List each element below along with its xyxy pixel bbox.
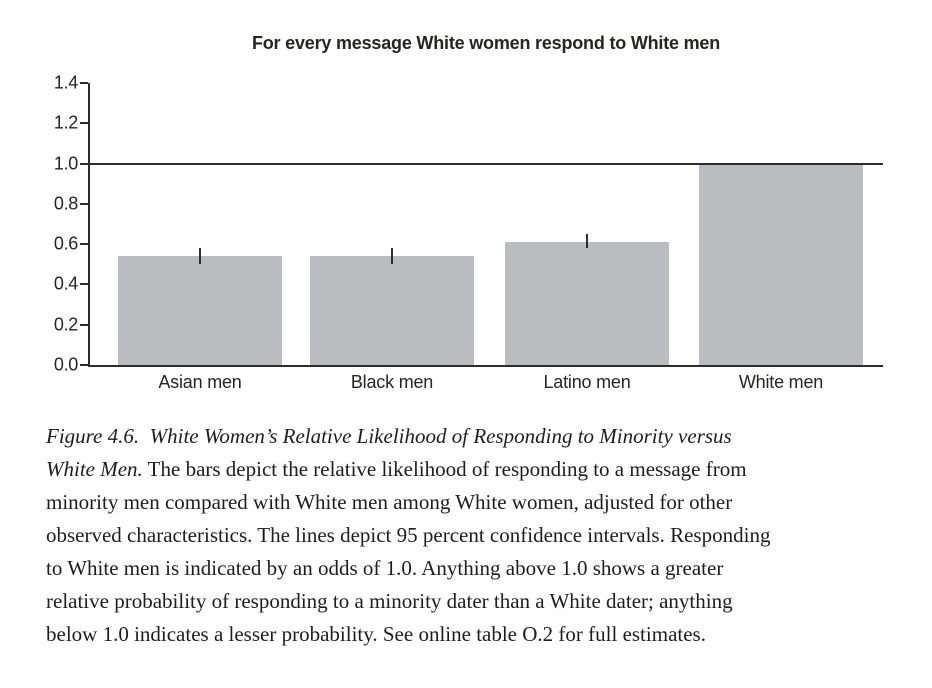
- chart-title: For every message White women respond to…: [251, 33, 721, 53]
- y-tick-mark: [80, 163, 88, 165]
- error-bar-latino-men: [586, 234, 588, 248]
- x-axis-line: [88, 365, 883, 367]
- figure-caption: Figure 4.6. White Women’s Relative Likel…: [46, 420, 906, 651]
- caption-text: below 1.0 indicates a lesser probability…: [46, 622, 706, 646]
- error-bar-black-men: [391, 248, 393, 264]
- error-bar-asian-men: [199, 248, 201, 264]
- caption-text: to White men is indicated by an odds of …: [46, 556, 724, 580]
- caption-text: relative probability of responding to a …: [46, 589, 733, 613]
- y-tick-mark: [80, 122, 88, 124]
- caption-line: White Men. The bars depict the relative …: [46, 453, 906, 486]
- y-tick-label: 1.2: [53, 112, 78, 133]
- caption-line: Figure 4.6. White Women’s Relative Likel…: [46, 420, 906, 453]
- bar-black-men: [310, 256, 474, 365]
- y-tick-mark: [80, 283, 88, 285]
- y-tick-label: 0.8: [53, 193, 78, 214]
- y-tick-label: 1.0: [53, 153, 78, 174]
- y-tick-label: 0.0: [53, 354, 78, 375]
- bar-chart-plot-area: Asian men Black men Latino men White men: [80, 82, 883, 392]
- caption-text: observed characteristics. The lines depi…: [46, 523, 771, 547]
- y-tick-label: 0.4: [53, 273, 78, 294]
- y-tick-mark: [80, 203, 88, 205]
- x-tick-label-white-men: White men: [738, 372, 824, 392]
- y-axis-tick-labels: 0.0 0.2 0.4 0.6 0.8 1.0 1.2 1.4: [20, 73, 78, 375]
- y-tick-label: 1.4: [53, 72, 78, 93]
- bar-asian-men: [118, 256, 282, 365]
- bar-white-men: [699, 164, 863, 365]
- y-tick-mark: [80, 243, 88, 245]
- caption-text: The bars depict the relative likelihood …: [142, 457, 747, 481]
- y-tick-mark: [80, 324, 88, 326]
- caption-line: relative probability of responding to a …: [46, 585, 906, 618]
- caption-text: minority men compared with White men amo…: [46, 490, 733, 514]
- y-axis-line: [88, 83, 90, 367]
- bar-latino-men: [505, 242, 669, 365]
- y-tick-label: 0.2: [53, 314, 78, 335]
- caption-line: below 1.0 indicates a lesser probability…: [46, 618, 906, 651]
- y-tick-mark: [80, 82, 88, 84]
- x-tick-label-asian-men: Asian men: [158, 372, 242, 392]
- x-tick-label-latino-men: Latino men: [543, 372, 631, 392]
- caption-italic-text: Figure 4.6. White Women’s Relative Likel…: [46, 424, 732, 448]
- caption-line: observed characteristics. The lines depi…: [46, 519, 906, 552]
- y-tick-mark: [80, 364, 88, 366]
- caption-italic-text: White Men.: [46, 457, 143, 481]
- caption-line: to White men is indicated by an odds of …: [46, 552, 906, 585]
- reference-line-1-0: [88, 163, 883, 165]
- caption-line: minority men compared with White men amo…: [46, 486, 906, 519]
- y-tick-label: 0.6: [53, 233, 78, 254]
- x-tick-label-black-men: Black men: [350, 372, 434, 392]
